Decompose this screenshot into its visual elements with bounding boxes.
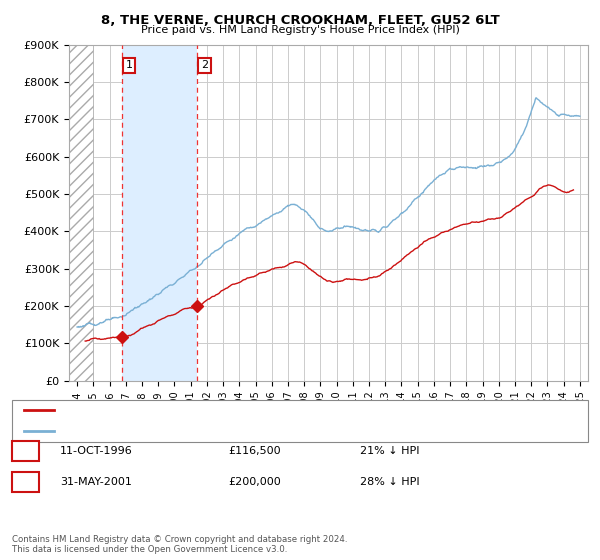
Text: 28% ↓ HPI: 28% ↓ HPI	[360, 477, 419, 487]
Text: Price paid vs. HM Land Registry's House Price Index (HPI): Price paid vs. HM Land Registry's House …	[140, 25, 460, 35]
Text: 1: 1	[125, 60, 133, 71]
Text: Contains HM Land Registry data © Crown copyright and database right 2024.
This d: Contains HM Land Registry data © Crown c…	[12, 535, 347, 554]
Bar	[122, 45, 197, 381]
Text: £200,000: £200,000	[228, 477, 281, 487]
Text: 11-OCT-1996: 11-OCT-1996	[60, 446, 133, 456]
Text: 2: 2	[200, 60, 208, 71]
Text: HPI: Average price, detached house, Hart: HPI: Average price, detached house, Hart	[60, 426, 275, 436]
Text: 31-MAY-2001: 31-MAY-2001	[60, 477, 132, 487]
Text: 8, THE VERNE, CHURCH CROOKHAM, FLEET, GU52 6LT (detached house): 8, THE VERNE, CHURCH CROOKHAM, FLEET, GU…	[60, 405, 436, 416]
Text: £116,500: £116,500	[228, 446, 281, 456]
Text: 8, THE VERNE, CHURCH CROOKHAM, FLEET, GU52 6LT: 8, THE VERNE, CHURCH CROOKHAM, FLEET, GU…	[101, 14, 499, 27]
Text: 1: 1	[22, 446, 29, 456]
Text: 2: 2	[22, 477, 29, 487]
Bar	[69, 45, 94, 381]
Text: 21% ↓ HPI: 21% ↓ HPI	[360, 446, 419, 456]
